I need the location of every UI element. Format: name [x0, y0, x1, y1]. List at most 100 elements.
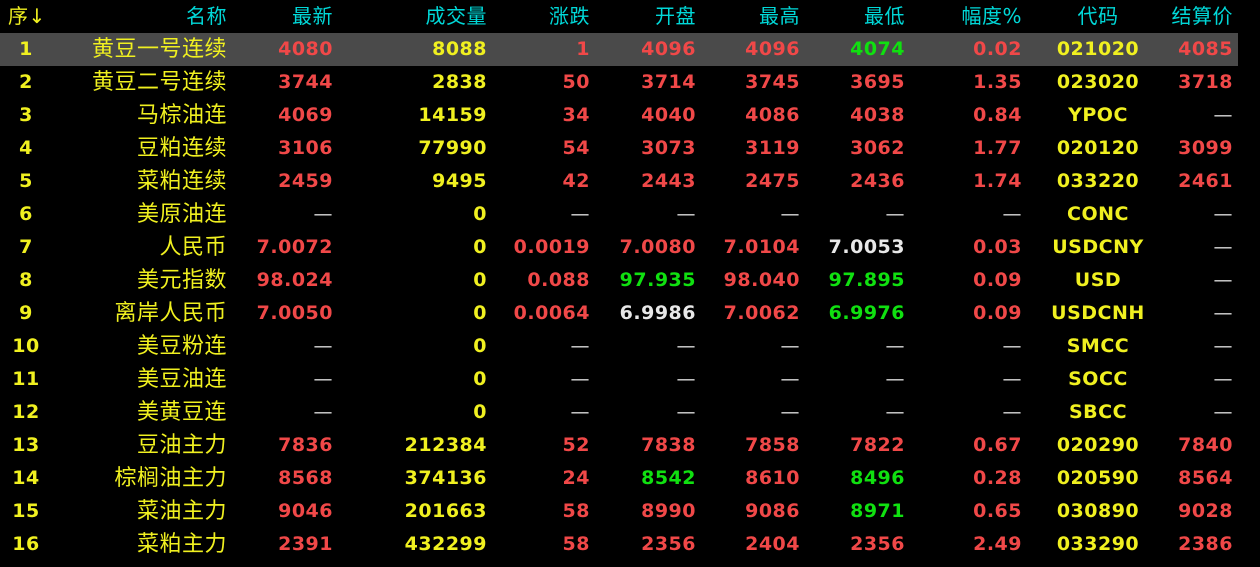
cell-latest: — — [313, 401, 333, 423]
cell-amplitude: 0.02 — [973, 38, 1022, 60]
header-open[interactable]: 开盘 — [655, 4, 696, 28]
cell-index: 1 — [19, 38, 33, 60]
header-name[interactable]: 名称 — [186, 4, 227, 28]
cell-name: 菜粕连续 — [136, 169, 227, 194]
header-change[interactable]: 涨跌 — [549, 4, 590, 28]
cell-low: 2436 — [850, 170, 905, 192]
cell-settlement: 4085 — [1178, 38, 1233, 60]
cell-low: 3062 — [850, 137, 905, 159]
cell-volume: 0 — [473, 335, 487, 357]
header-volume[interactable]: 成交量 — [425, 4, 487, 28]
cell-settlement: 3099 — [1178, 137, 1233, 159]
cell-code: CONC — [1067, 203, 1129, 225]
cell-volume: 432299 — [404, 533, 487, 555]
cell-name: 豆油主力 — [136, 433, 227, 458]
cell-amplitude: — — [1002, 335, 1022, 357]
cell-latest: 4069 — [278, 104, 333, 126]
cell-amplitude: 0.28 — [973, 467, 1022, 489]
cell-high: 8610 — [745, 467, 800, 489]
cell-high: 4086 — [745, 104, 800, 126]
header-latest[interactable]: 最新 — [292, 4, 333, 28]
cell-name: 美原油连 — [136, 202, 227, 227]
cell-open: 8542 — [641, 467, 696, 489]
table-row[interactable]: 13 豆油主力 7836 212384 52 7838 7858 7822 0.67 020290… — [0, 429, 1238, 462]
table-row[interactable]: 5 菜粕连续 2459 9495 42 2443 2475 2436 1.74 033220 246… — [0, 165, 1238, 198]
table-row[interactable]: 6 美原油连 — 0 — — — — — CONC — — [0, 198, 1238, 231]
cell-code: 030890 — [1056, 500, 1140, 522]
cell-amplitude: — — [1002, 401, 1022, 423]
cell-settlement: — — [1213, 302, 1233, 324]
cell-high: — — [780, 335, 800, 357]
cell-name: 菜粕主力 — [136, 532, 227, 557]
cell-change: 54 — [562, 137, 590, 159]
cell-code: 020590 — [1056, 467, 1140, 489]
cell-index: 7 — [19, 236, 33, 258]
cell-low: 97.895 — [828, 269, 905, 291]
cell-change: — — [570, 401, 590, 423]
cell-code: SBCC — [1068, 401, 1128, 423]
cell-latest: 98.024 — [256, 269, 333, 291]
cell-latest: 3744 — [278, 71, 333, 93]
header-code[interactable]: 代码 — [1077, 4, 1119, 28]
header-low[interactable]: 最低 — [864, 4, 905, 28]
header-settlement[interactable]: 结算价 — [1171, 4, 1233, 28]
cell-open: — — [676, 368, 696, 390]
table-row[interactable]: 10 美豆粉连 — 0 — — — — — SMCC — — [0, 330, 1238, 363]
cell-settlement: — — [1213, 368, 1233, 390]
cell-volume: 0 — [473, 368, 487, 390]
cell-settlement: 2461 — [1178, 170, 1233, 192]
cell-high: 2404 — [745, 533, 800, 555]
cell-latest: — — [313, 335, 333, 357]
cell-name: 人民币 — [159, 235, 227, 260]
table-row[interactable]: 2 黄豆二号连续 3744 2838 50 3714 3745 3695 1.35 023020 3… — [0, 66, 1238, 99]
cell-code: USDCNY — [1052, 236, 1144, 258]
cell-code: 033290 — [1056, 533, 1140, 555]
cell-amplitude: 0.65 — [973, 500, 1022, 522]
cell-name: 马棕油连 — [136, 103, 227, 128]
header-amplitude[interactable]: 幅度% — [961, 4, 1022, 28]
cell-index: 13 — [12, 434, 40, 456]
cell-high: — — [780, 368, 800, 390]
table-row[interactable]: 8 美元指数 98.024 0 0.088 97.935 98.040 97.895 0.09 U… — [0, 264, 1238, 297]
cell-latest: 2459 — [278, 170, 333, 192]
cell-volume: 212384 — [404, 434, 487, 456]
cell-volume: 0 — [473, 302, 487, 324]
cell-open: 4096 — [641, 38, 696, 60]
header-high[interactable]: 最高 — [759, 4, 800, 28]
table-row[interactable]: 3 马棕油连 4069 14159 34 4040 4086 4038 0.84 YPOC — — [0, 99, 1238, 132]
cell-low: 2356 — [850, 533, 905, 555]
cell-volume: 0 — [473, 401, 487, 423]
cell-high: 9086 — [745, 500, 800, 522]
table-row[interactable]: 12 美黄豆连 — 0 — — — — — SBCC — — [0, 396, 1238, 429]
cell-low: 7822 — [850, 434, 905, 456]
cell-open: — — [676, 203, 696, 225]
table-row[interactable]: 15 菜油主力 9046 201663 58 8990 9086 8971 0.65 030890… — [0, 495, 1238, 528]
table-row[interactable]: 11 美豆油连 — 0 — — — — — SOCC — — [0, 363, 1238, 396]
cell-high: 3745 — [745, 71, 800, 93]
cell-low: 8971 — [850, 500, 905, 522]
table-row[interactable]: 14 棕榈油主力 8568 374136 24 8542 8610 8496 0.28 02059… — [0, 462, 1238, 495]
cell-settlement: — — [1213, 236, 1233, 258]
cell-settlement: 9028 — [1178, 500, 1233, 522]
cell-change: 58 — [562, 500, 590, 522]
table-row[interactable]: 4 豆粕连续 3106 77990 54 3073 3119 3062 1.77 020120 30… — [0, 132, 1238, 165]
cell-change: 0.088 — [527, 269, 590, 291]
table-row[interactable]: 7 人民币 7.0072 0 0.0019 7.0080 7.0104 7.0053 0.03 U… — [0, 231, 1238, 264]
cell-latest: — — [313, 368, 333, 390]
cell-code: 020290 — [1056, 434, 1140, 456]
table-row[interactable]: 16 菜粕主力 2391 432299 58 2356 2404 2356 2.49 033290… — [0, 528, 1238, 561]
cell-amplitude: 0.09 — [973, 302, 1022, 324]
cell-amplitude: — — [1002, 368, 1022, 390]
cell-name: 棕榈油主力 — [114, 466, 227, 491]
cell-index: 6 — [19, 203, 33, 225]
cell-settlement: — — [1213, 401, 1233, 423]
cell-latest: — — [313, 203, 333, 225]
table-row[interactable]: 1 黄豆一号连续 4080 8088 1 4096 4096 4074 0.02 021020 40… — [0, 33, 1238, 66]
header-index[interactable]: 序↓ — [8, 4, 46, 28]
cell-high: 4096 — [745, 38, 800, 60]
cell-name: 美元指数 — [136, 268, 227, 293]
cell-open: 6.9986 — [619, 302, 696, 324]
cell-low: 8496 — [850, 467, 905, 489]
table-row[interactable]: 9 离岸人民币 7.0050 0 0.0064 6.9986 7.0062 6.9976 0.0… — [0, 297, 1238, 330]
cell-change: 1 — [576, 38, 590, 60]
